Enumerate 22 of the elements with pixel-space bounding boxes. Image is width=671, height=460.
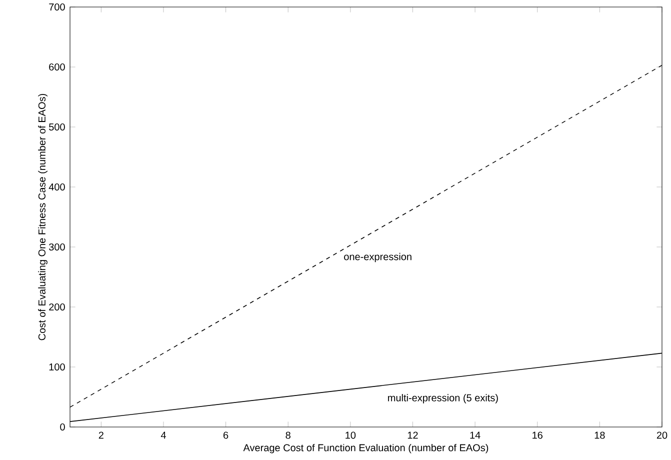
y-tick-label: 600 [49, 63, 65, 71]
y-tick-label: 300 [48, 243, 65, 251]
y-tick-label: 500 [49, 123, 65, 131]
x-axis-title: Average Cost of Function Evaluation (number of EAOs) [243, 444, 488, 454]
series-label: one-expression [344, 252, 412, 262]
x-tick-label: 4 [160, 432, 166, 439]
x-tick-label: 14 [470, 432, 480, 439]
y-tick-label: 200 [49, 303, 65, 311]
y-tick-label: 100 [49, 363, 65, 371]
x-tick-label: 6 [224, 432, 228, 439]
x-tick-label: 12 [408, 432, 418, 439]
x-tick-label: 8 [286, 432, 290, 439]
x-tick-label: 2 [98, 432, 104, 439]
series-label: multi-expression (5 exits) [388, 394, 498, 404]
y-tick-label: 400 [48, 183, 65, 191]
x-tick-label: 20 [656, 432, 668, 439]
y-tick-label: 0 [60, 423, 65, 431]
x-tick-label: 16 [532, 432, 542, 439]
y-axis-title: Cost of Evaluating One Fitness Case (number of EAOs) [38, 94, 48, 340]
x-tick-label: 18 [594, 432, 605, 439]
y-tick-label: 700 [49, 3, 65, 11]
x-tick-label: 10 [346, 432, 356, 439]
